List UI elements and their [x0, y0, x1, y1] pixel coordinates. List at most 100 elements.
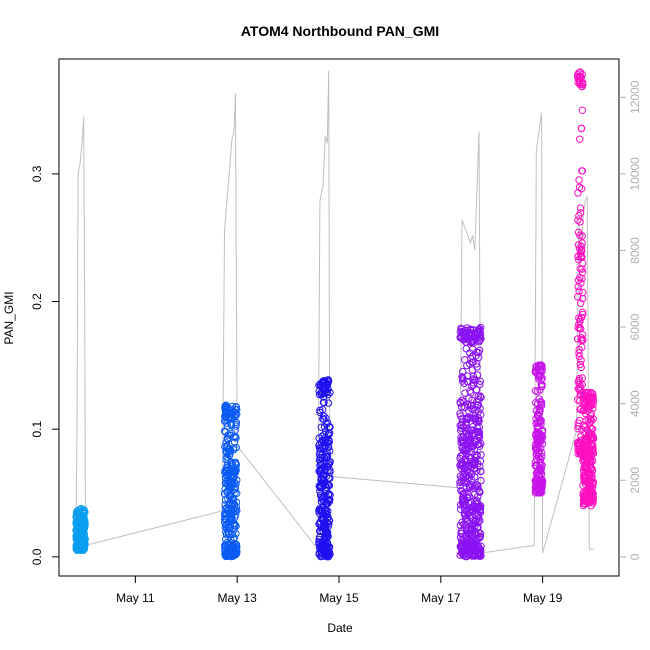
- point-s5-c1-185: [589, 479, 597, 487]
- point-s4-c0-99: [537, 444, 545, 452]
- low-point-s0-c0-20: [72, 542, 81, 551]
- point-s2-c0-188: [325, 481, 334, 490]
- peak-point-s1-c0-40: [221, 412, 229, 420]
- point-s5-c1-179: [589, 445, 597, 453]
- low-point-s3-c0-63: [462, 552, 471, 561]
- peak-point-s3-c0-58: [477, 335, 485, 343]
- point-s1-c0-143: [228, 530, 237, 538]
- y2-tick-label-6: 12000: [628, 80, 642, 114]
- point-s2-c0-199: [326, 423, 334, 431]
- peak-point-s3-c0-34: [466, 325, 475, 333]
- low-point-s3-c0-27: [475, 546, 483, 555]
- peak-point-s4-c0-23: [535, 375, 543, 383]
- peak-point-s5-c1-27: [582, 391, 590, 399]
- point-s3-c0-306: [473, 363, 481, 371]
- point-s5-c0-26: [575, 287, 583, 295]
- point-s2-c0-186: [325, 437, 333, 446]
- y-axis: 0.0 0.1 0.2 0.3: [30, 165, 59, 565]
- point-s2-c0-201: [326, 491, 334, 499]
- point-s3-c0-295: [472, 360, 481, 368]
- x-tick-label-3: May 17: [421, 591, 461, 605]
- point-s3-c0-323: [474, 523, 482, 532]
- point-s3-c0-183: [466, 483, 474, 491]
- point-s5-c1-172: [588, 425, 597, 433]
- peak-point-s2-c0-29: [315, 381, 323, 389]
- point-s3-c0-377: [477, 476, 485, 485]
- x-tick-label-1: May 13: [218, 591, 258, 605]
- low-point-s3-c0-61: [462, 550, 471, 558]
- point-s5-c0-53: [576, 383, 585, 391]
- point-s1-c0-207: [232, 480, 240, 488]
- point-s2-c0-190: [325, 516, 334, 525]
- point-s5-c0-84: [578, 167, 587, 175]
- peak-point-s2-c0-37: [319, 383, 327, 392]
- point-s2-c0-178: [325, 520, 333, 528]
- point-s3-c0-356: [476, 463, 484, 471]
- peak-point-s4-c0-26: [536, 361, 544, 370]
- point-s3-c0-374: [477, 439, 485, 448]
- point-s5-c1-189: [589, 449, 598, 457]
- y-axis-label: PAN_GMI: [2, 291, 16, 344]
- y2-tick-label-5: 10000: [628, 157, 642, 191]
- peak-point-s0-c0-29: [73, 511, 81, 519]
- peak-point-s1-c0-32: [221, 402, 229, 410]
- point-s3-c0-330: [474, 515, 483, 523]
- point-s2-c0-107: [321, 485, 329, 493]
- point-s5-c1-187: [589, 435, 598, 443]
- point-s3-c0-351: [475, 346, 484, 354]
- point-s3-c0-307: [473, 452, 481, 460]
- point-s1-c0-206: [232, 434, 240, 442]
- point-s3-c0-340: [475, 534, 483, 542]
- point-s5-c0-2: [574, 293, 582, 301]
- point-s3-c0-341: [475, 396, 483, 404]
- low-point-s0-c0-23: [79, 546, 87, 554]
- point-s5-c1-184: [589, 415, 597, 423]
- low-point-s2-c0-29: [315, 540, 323, 548]
- x-tick-label-2: May 15: [319, 591, 359, 605]
- peak-point-s3-c0-53: [469, 333, 478, 342]
- point-s5-c1-52: [582, 417, 590, 425]
- point-s3-c0-355: [476, 380, 484, 389]
- point-s2-c0-87: [320, 412, 328, 420]
- y-tick-label-2: 0.2: [30, 293, 44, 310]
- point-s5-c0-47: [576, 360, 584, 369]
- point-s5-c0-68: [577, 124, 586, 133]
- point-s1-c0-204: [232, 529, 240, 538]
- point-s5-c0-82: [578, 232, 586, 240]
- point-s3-c0-290: [472, 406, 480, 414]
- point-s3-c0-92: [461, 509, 469, 517]
- point-s5-c0-61: [577, 252, 585, 261]
- point-s4-c0-96: [536, 460, 545, 468]
- point-s3-c0-378: [477, 393, 485, 402]
- point-s5-c0-3: [574, 216, 582, 224]
- point-s3-c0-358: [476, 516, 484, 525]
- point-s3-c0-113: [462, 345, 470, 353]
- peak-point-s3-c0-64: [468, 338, 476, 346]
- point-s5-c1-173: [588, 457, 597, 465]
- low-point-s3-c0-65: [462, 547, 470, 555]
- point-s5-c0-36: [576, 135, 584, 143]
- point-s1-c0-218: [233, 506, 241, 515]
- point-s3-c0-369: [476, 529, 485, 538]
- low-point-s1-c0-38: [233, 549, 241, 557]
- point-s5-c0-92: [579, 310, 587, 319]
- point-s1-c0-214: [232, 503, 241, 511]
- y2-axis: 0 2000 4000 6000 8000 10000 12000: [619, 80, 642, 560]
- point-s3-c0-349: [475, 428, 484, 437]
- point-s1-c0-212: [232, 418, 241, 427]
- point-s2-c0-18: [316, 406, 324, 414]
- point-s3-c0-214: [468, 382, 476, 390]
- low-point-s5-c1-34: [586, 496, 595, 505]
- low-point-s2-c0-32: [323, 542, 331, 551]
- point-s5-c0-42: [576, 405, 584, 414]
- low-point-s3-c0-57: [471, 551, 480, 559]
- point-s4-c0-132: [538, 440, 547, 448]
- point-s4-c0-105: [537, 417, 545, 425]
- point-s5-c0-55: [577, 299, 585, 307]
- point-s3-c0-375: [477, 467, 485, 476]
- point-s3-c0-365: [476, 392, 484, 400]
- point-s1-c0-211: [232, 443, 241, 452]
- point-s2-c0-153: [323, 500, 332, 508]
- low-point-s2-c0-35: [323, 553, 332, 561]
